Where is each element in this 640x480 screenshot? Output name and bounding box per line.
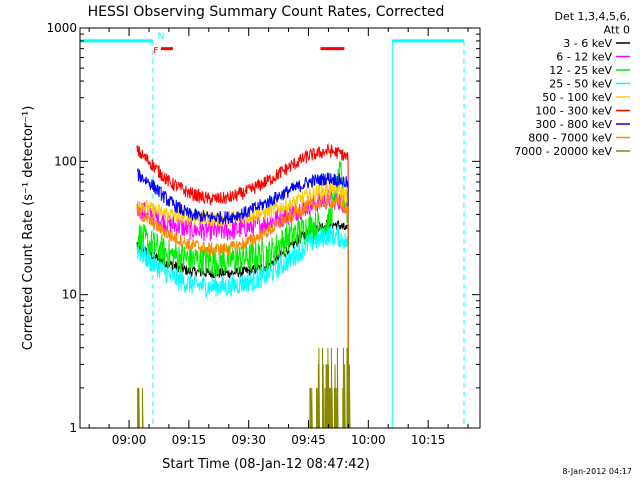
legend-entry-label: 300 - 800 keV (535, 118, 612, 131)
legend-entry-label: 50 - 100 keV (542, 91, 612, 104)
legend-entry-label: 6 - 12 keV (556, 51, 612, 64)
legend-entry-label: 100 - 300 keV (535, 105, 612, 118)
y-tick-label: 100 (54, 154, 77, 168)
legend-header: Att 0 (604, 24, 630, 37)
plot-area: FN (80, 32, 465, 429)
x-tick-label: 09:00 (112, 433, 147, 447)
legend-header: Det 1,3,4,5,6, (554, 10, 630, 23)
footer-date: 8-Jan-2012 04:17 (562, 467, 632, 476)
legend-entry-label: 12 - 25 keV (549, 64, 612, 77)
series-line-3 (136, 226, 349, 429)
y-axis-label: Corrected Count Rate (s⁻¹ detector⁻¹) (21, 106, 36, 351)
legend-entry-label: 7000 - 20000 keV (514, 145, 612, 158)
x-tick-label: 10:00 (351, 433, 386, 447)
y-tick-label: 10 (62, 288, 77, 302)
x-tick-label: 09:45 (291, 433, 326, 447)
x-axis-label: Start Time (08-Jan-12 08:47:42) (162, 457, 370, 472)
y-axis: 1 10 100 1000 (46, 21, 480, 435)
legend-entry-label: 800 - 7000 keV (528, 132, 612, 145)
legend-entry-label: 3 - 6 keV (563, 37, 612, 50)
series-line-2 (136, 161, 349, 429)
series-line-5 (136, 142, 349, 429)
time-marker-label: N (158, 32, 165, 42)
series-line-6 (136, 168, 349, 429)
legend-entry-label: 25 - 50 keV (549, 78, 612, 91)
x-tick-label: 09:15 (172, 433, 207, 447)
plot-frame (79, 27, 481, 429)
y-tick-label: 1 (69, 421, 77, 435)
status-segment-label: F (153, 47, 158, 57)
x-axis: 09:00 09:15 09:30 09:45 10:00 10:15 (88, 28, 469, 447)
series-line-7 (136, 194, 349, 429)
y-tick-label: 1000 (46, 21, 77, 35)
x-tick-label: 09:30 (231, 433, 266, 447)
x-tick-label: 10:15 (411, 433, 446, 447)
chart-title: HESSI Observing Summary Count Rates, Cor… (88, 4, 445, 20)
